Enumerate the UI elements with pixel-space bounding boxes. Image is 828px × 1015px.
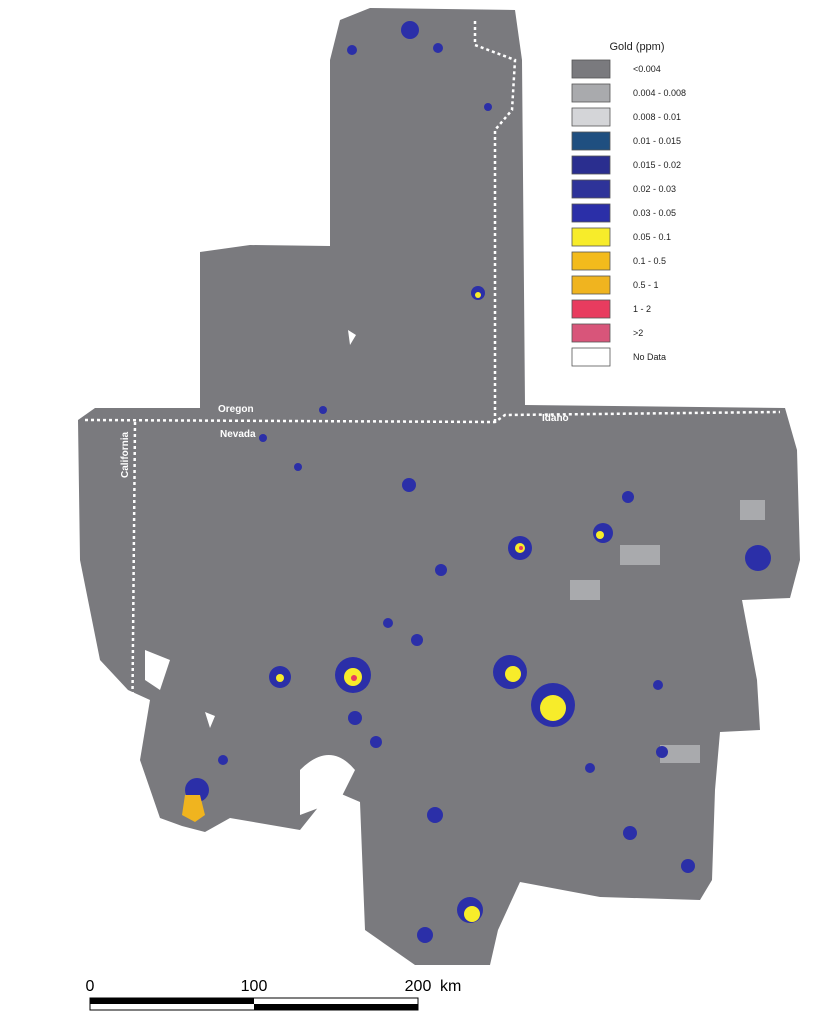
legend-label: <0.004 [633, 64, 661, 74]
legend-label: 0.1 - 0.5 [633, 256, 666, 266]
legend-swatch [571, 323, 611, 343]
legend-label: 0.03 - 0.05 [633, 208, 676, 218]
legend-label: No Data [633, 352, 666, 362]
state-label: Oregon [218, 404, 254, 415]
scale-segment [254, 1004, 418, 1010]
legend-label: 0.008 - 0.01 [633, 112, 681, 122]
legend-swatch [571, 83, 611, 103]
scale-label: 0 [86, 978, 95, 995]
legend-label: 0.015 - 0.02 [633, 160, 681, 170]
legend-label: 0.05 - 0.1 [633, 232, 671, 242]
legend-swatch [571, 155, 611, 175]
legend-swatch [571, 179, 611, 199]
scale-label: 200 [405, 978, 432, 995]
legend-swatch [571, 347, 611, 367]
legend-label: >2 [633, 328, 643, 338]
legend-label: 0.004 - 0.008 [633, 88, 686, 98]
legend-swatch [571, 251, 611, 271]
legend-swatch [571, 227, 611, 247]
scale-label: 100 [241, 978, 268, 995]
state-label: Nevada [220, 429, 256, 440]
legend-swatch [571, 275, 611, 295]
state-label: California [120, 431, 131, 478]
region [78, 8, 800, 965]
map-area: Oregon Nevada Idaho California [78, 8, 800, 965]
legend-label: 1 - 2 [633, 304, 651, 314]
legend-title: Gold (ppm) [609, 41, 664, 53]
scale-bar: 0 100 200 km [86, 978, 461, 1011]
state-label: Idaho [542, 413, 569, 424]
legend-swatch [571, 299, 611, 319]
legend-label: 0.02 - 0.03 [633, 184, 676, 194]
legend-swatch [571, 59, 611, 79]
legend-swatch [571, 131, 611, 151]
legend-swatch [571, 107, 611, 127]
legend-label: 0.5 - 1 [633, 280, 659, 290]
scale-segment [90, 998, 254, 1004]
scale-unit: km [440, 978, 461, 995]
legend: Gold (ppm) <0.004 0.004 - 0.008 0.008 - 0.… [571, 41, 686, 367]
legend-label: 0.01 - 0.015 [633, 136, 681, 146]
legend-swatch [571, 203, 611, 223]
